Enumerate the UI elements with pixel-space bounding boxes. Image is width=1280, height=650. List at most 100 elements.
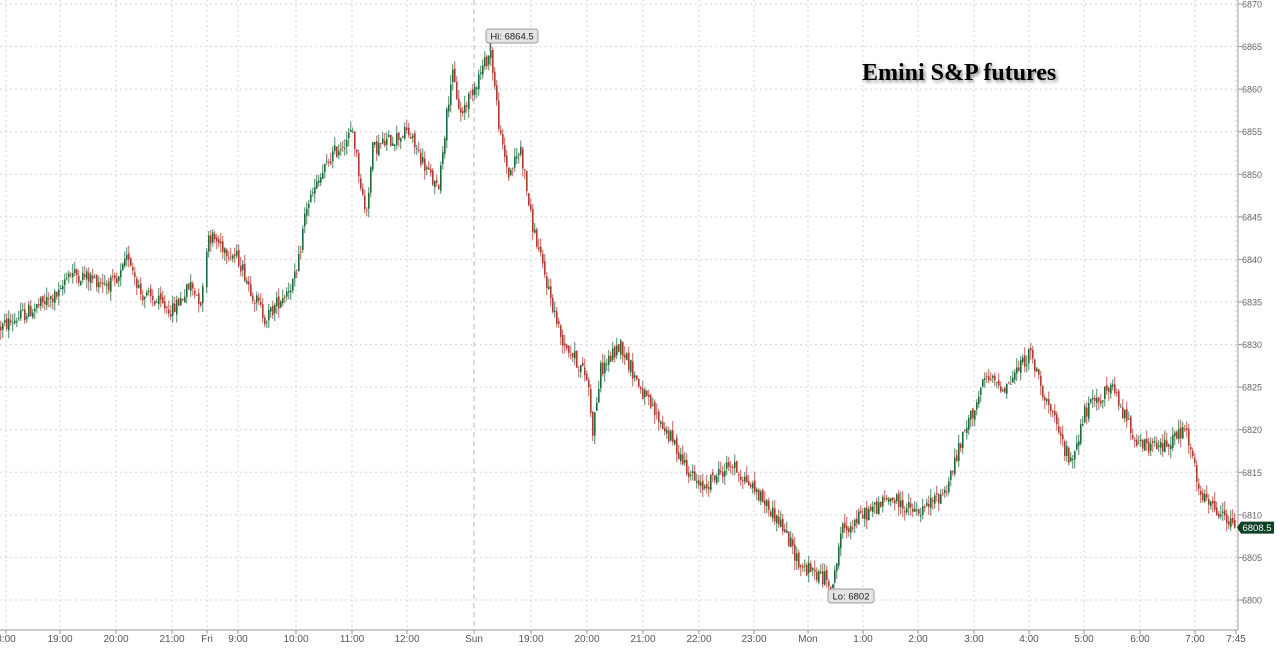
candle-body (1110, 384, 1112, 394)
candle-body (646, 390, 648, 397)
candle-body (558, 321, 560, 324)
candle-body (744, 476, 746, 482)
candle-body (122, 264, 124, 270)
candle-body (972, 408, 974, 419)
y-axis: 6800 6805 6810 6815 6820 6825 6830 6835 6840 6845… (1237, 0, 1262, 630)
candle-body (774, 508, 776, 522)
candle-body (1006, 384, 1008, 394)
candle-body (58, 289, 60, 296)
candle-body (282, 297, 284, 304)
candle-body (924, 506, 926, 508)
candle-body (348, 132, 350, 139)
candle-body (1090, 399, 1092, 403)
candle-body (550, 286, 552, 299)
candle-body (314, 187, 316, 194)
candle-body (6, 318, 8, 329)
candle-body (812, 567, 814, 570)
candle-body (252, 295, 254, 301)
candle-body (586, 373, 588, 381)
high-label-box (485, 28, 539, 44)
candle-body (768, 500, 770, 510)
candle-body (880, 501, 882, 507)
x-tick-label: 8:00 (0, 634, 16, 645)
candle-body (848, 528, 850, 533)
candle-body (854, 519, 856, 527)
candle-body (362, 188, 364, 195)
candle-body (960, 444, 962, 449)
candle-body (716, 476, 718, 483)
candle-body (34, 308, 36, 312)
candle-body (1224, 510, 1226, 516)
candle-body (634, 375, 636, 378)
candle-body (964, 429, 966, 431)
candle-body (66, 277, 68, 279)
candle-body (244, 263, 246, 282)
candle-body (874, 502, 876, 505)
candle-body (928, 503, 930, 507)
candle-body (106, 283, 108, 286)
candle-body (1076, 443, 1078, 450)
candle-body (1156, 442, 1158, 450)
x-tick-label: Fri (201, 634, 213, 645)
candle-body (568, 345, 570, 353)
candle-body (206, 251, 208, 288)
candle-body (614, 346, 616, 358)
candle-body (918, 509, 920, 514)
candle-body (182, 299, 184, 301)
candle-body (82, 273, 84, 281)
candle-body (428, 167, 430, 170)
candle-body (756, 489, 758, 493)
candle-body (116, 277, 118, 284)
candle-body (816, 571, 818, 580)
candle-body (18, 317, 20, 319)
candle-body (696, 481, 698, 483)
candle-body (1054, 410, 1056, 416)
candle-body (378, 142, 380, 156)
candle-body (476, 87, 478, 89)
candle-body (326, 161, 328, 163)
candle-body (1132, 435, 1134, 439)
candle-body (754, 480, 756, 492)
candle-body (820, 571, 822, 574)
candle-body (332, 151, 334, 162)
x-tick-label: 22:00 (686, 634, 711, 645)
candle-body (1060, 432, 1062, 436)
candle-body (144, 296, 146, 300)
candle-body (408, 127, 410, 136)
candle-body (556, 311, 558, 324)
candle-body (500, 130, 502, 134)
candle-body (446, 108, 448, 141)
candle-body (1190, 447, 1192, 450)
candle-body (1228, 521, 1230, 525)
candle-body (290, 290, 292, 293)
chart-title: Emini S&P futures (862, 60, 1057, 86)
candle-body (190, 281, 192, 291)
candle-body (132, 267, 134, 271)
candle-body (100, 282, 102, 284)
candle-body (84, 274, 86, 278)
candle-body (740, 476, 742, 480)
candle-body (596, 402, 598, 411)
candle-body (674, 440, 676, 444)
candle-body (522, 148, 524, 169)
candle-body (488, 55, 490, 65)
candle-body (888, 498, 890, 502)
candle-body (998, 380, 1000, 386)
candle-body (26, 316, 28, 320)
candle-body (524, 169, 526, 171)
candle-body (838, 546, 840, 566)
candle-body (316, 181, 318, 189)
candle-body (386, 138, 388, 145)
candle-body (318, 180, 320, 183)
candle-body (202, 286, 204, 304)
candle-body (462, 110, 464, 114)
candle-body (266, 321, 268, 323)
candle-body (136, 278, 138, 288)
candle-body (784, 529, 786, 533)
x-tick-label: 10:00 (283, 634, 308, 645)
candle-body (220, 241, 222, 244)
candle-body (222, 241, 224, 253)
candle-body (804, 565, 806, 567)
candle-body (368, 192, 370, 209)
